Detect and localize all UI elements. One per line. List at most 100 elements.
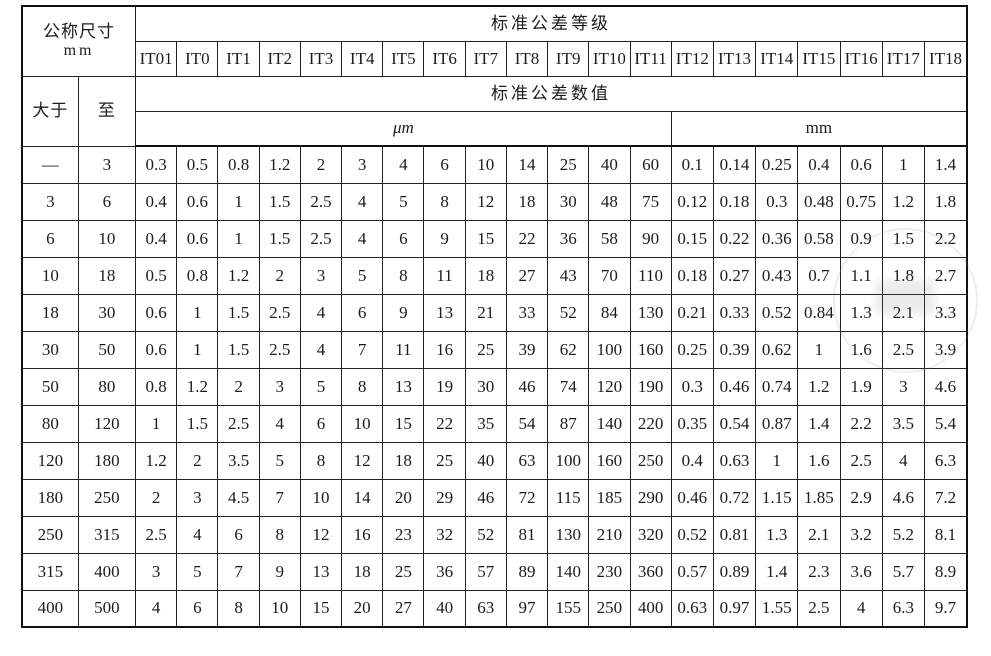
tolerance-value-cell: 360 xyxy=(629,552,672,591)
tolerance-value-cell: 36 xyxy=(423,552,466,591)
tolerance-value-cell: 0.7 xyxy=(797,256,841,295)
tolerance-value-cell: 0.6 xyxy=(176,219,219,258)
tolerance-value-cell: 1.5 xyxy=(217,330,260,369)
tolerance-value-cell: 70 xyxy=(588,256,631,295)
upto-value-cell: 315 xyxy=(77,515,137,554)
tolerance-value-cell: 27 xyxy=(505,256,549,295)
tolerance-value-cell: 22 xyxy=(505,219,549,258)
tolerance-value-cell: 0.6 xyxy=(135,293,178,332)
tolerance-value-cell: 32 xyxy=(423,515,466,554)
tolerance-value-cell: 4 xyxy=(839,589,883,628)
tolerance-value-cell: 15 xyxy=(299,589,343,628)
tolerance-value-cell: 110 xyxy=(629,256,672,295)
tolerance-value-cell: 1.6 xyxy=(797,441,841,480)
tolerance-value-cell: 89 xyxy=(505,552,549,591)
tolerance-value-cell: 100 xyxy=(588,330,631,369)
upto-value-cell: 120 xyxy=(77,404,137,443)
tolerance-value-cell: 0.54 xyxy=(712,404,757,443)
over-value-cell: 3 xyxy=(21,182,79,221)
tolerance-value-cell: 10 xyxy=(341,404,384,443)
tolerance-value-cell: 0.8 xyxy=(217,145,260,184)
tolerance-value-cell: 0.6 xyxy=(135,330,178,369)
tolerance-value-cell: 10 xyxy=(258,589,301,628)
tolerance-value-cell: 0.58 xyxy=(797,219,841,258)
tolerance-value-cell: 75 xyxy=(629,182,672,221)
grade-label-IT6: IT6 xyxy=(423,40,466,77)
tolerance-value-cell: 220 xyxy=(629,404,672,443)
grade-labels-row: IT01 IT0 IT1 IT2 IT3 IT4 IT5 IT6 IT7 IT8 IT9 IT10 IT… xyxy=(22,40,968,77)
over-value-cell: 6 xyxy=(21,219,79,258)
over-value-cell: 10 xyxy=(21,256,79,295)
grade-header-cell: 标准公差等级 xyxy=(135,5,968,42)
tolerance-value-cell: 0.8 xyxy=(176,256,219,295)
tolerance-value-cell: 1.2 xyxy=(217,256,260,295)
tolerance-value-cell: 155 xyxy=(547,589,590,628)
tolerance-value-cell: 0.25 xyxy=(670,330,714,369)
tolerance-value-cell: 8.1 xyxy=(923,515,968,554)
upto-value-cell: 3 xyxy=(77,145,137,184)
tolerance-value-cell: 0.36 xyxy=(755,219,799,258)
tolerance-value-cell: 7.2 xyxy=(923,478,968,517)
grade-label-IT9: IT9 xyxy=(547,40,590,77)
tolerance-value-cell: 6 xyxy=(299,404,343,443)
tolerance-value-cell: 46 xyxy=(464,478,507,517)
nominal-size-unit-label: mm xyxy=(63,41,95,59)
tolerance-value-cell: 1.2 xyxy=(176,367,219,406)
tolerance-value-cell: 1.2 xyxy=(258,145,301,184)
header-row-1: 公称尺寸 mm 标准公差等级 xyxy=(21,5,968,77)
tolerance-value-cell: 0.3 xyxy=(135,145,178,184)
grade-label-IT7: IT7 xyxy=(464,40,507,77)
tolerance-value-cell: 0.5 xyxy=(135,256,178,295)
tolerance-value-cell: 4.6 xyxy=(881,478,925,517)
tolerance-value-cell: 2 xyxy=(217,367,260,406)
tolerance-value-cell: 1.55 xyxy=(755,589,799,628)
tolerance-value-cell: 10 xyxy=(299,478,343,517)
tolerance-value-cell: 1 xyxy=(217,219,260,258)
tolerance-value-cell: 0.8 xyxy=(135,367,178,406)
over-value-cell: 250 xyxy=(21,515,79,554)
tolerance-value-cell: 72 xyxy=(505,478,549,517)
tolerance-value-cell: 52 xyxy=(547,293,590,332)
tolerance-value-cell: 2.7 xyxy=(923,256,968,295)
tolerance-value-cell: 1.5 xyxy=(258,182,301,221)
tolerance-value-cell: 190 xyxy=(629,367,672,406)
grade-label-IT01: IT01 xyxy=(135,40,178,77)
tolerance-value-cell: 2.5 xyxy=(258,330,301,369)
upto-value-cell: 6 xyxy=(77,182,137,221)
grade-label-IT11: IT11 xyxy=(629,40,672,77)
tolerance-value-cell: 0.4 xyxy=(670,441,714,480)
tolerance-value-cell: 6.3 xyxy=(923,441,968,480)
grade-label-IT15: IT15 xyxy=(797,40,841,77)
tolerance-value-cell: 40 xyxy=(464,441,507,480)
header-row-3: 大于 至 标准公差数值 xyxy=(21,75,968,147)
mm-unit-cell: mm xyxy=(670,110,968,147)
grade-label-IT13: IT13 xyxy=(712,40,757,77)
tolerance-value-cell: 2.3 xyxy=(797,552,841,591)
tolerance-value-cell: 2 xyxy=(258,256,301,295)
tolerance-value-cell: 14 xyxy=(341,478,384,517)
tolerance-value-cell: 1.3 xyxy=(839,293,883,332)
tolerance-value-cell: 11 xyxy=(423,256,466,295)
unit-row: μm mm xyxy=(22,110,968,147)
grade-label-IT2: IT2 xyxy=(258,40,301,77)
tolerance-value-cell: 115 xyxy=(547,478,590,517)
tolerance-value-cell: 0.33 xyxy=(712,293,757,332)
table-row: 3 6 0.4 0.6 1 1.5 2.5 4 5 8 12 18 30 48 75 0.12 0.18 0.3 0… xyxy=(21,182,968,221)
grade-label-IT17: IT17 xyxy=(881,40,925,77)
tolerance-value-cell: 2 xyxy=(176,441,219,480)
tolerance-value-cell: 54 xyxy=(505,404,549,443)
grade-label-IT16: IT16 xyxy=(839,40,883,77)
tolerance-value-cell: 0.46 xyxy=(712,367,757,406)
tolerance-value-cell: 97 xyxy=(505,589,549,628)
tolerance-value-cell: 0.25 xyxy=(755,145,799,184)
tolerance-value-cell: 0.4 xyxy=(797,145,841,184)
tolerance-value-cell: 0.97 xyxy=(712,589,757,628)
tolerance-value-cell: 2.5 xyxy=(839,441,883,480)
over-value-cell: 180 xyxy=(21,478,79,517)
tolerance-value-cell: 0.63 xyxy=(670,589,714,628)
over-value-cell: 315 xyxy=(21,552,79,591)
tolerance-value-cell: 8 xyxy=(341,367,384,406)
tolerance-value-cell: 1.9 xyxy=(839,367,883,406)
tolerance-grades-table: 公称尺寸 mm 标准公差等级 IT01 IT0 IT1 IT2 IT3 IT4 IT5 IT6… xyxy=(21,5,968,628)
